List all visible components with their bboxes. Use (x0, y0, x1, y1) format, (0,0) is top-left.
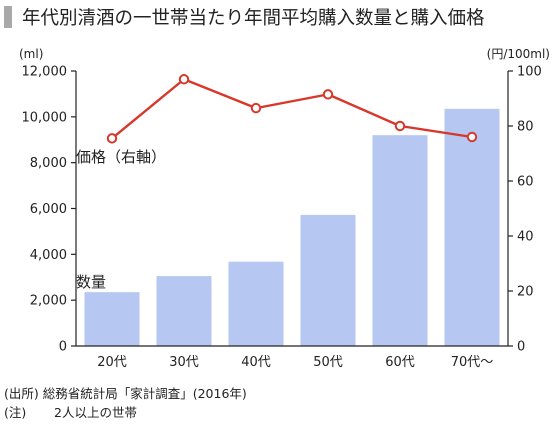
quantity-series-label: 数量 (76, 273, 106, 291)
source-note: (出所) 総務省統計局「家計調査」(2016年) (4, 386, 247, 401)
left-tick-label: 4,000 (30, 248, 67, 263)
x-tick-label: 30代 (169, 355, 199, 370)
bar-3 (300, 214, 356, 346)
price-point-3 (322, 89, 334, 100)
left-tick-label: 0 (59, 340, 67, 355)
left-tick-label: 6,000 (30, 202, 67, 217)
note-text: 2人以上の世帯 (54, 405, 137, 420)
note-label: (注) (4, 405, 27, 420)
price-series-label: 価格（右軸） (76, 148, 166, 166)
bar-1 (156, 276, 212, 346)
bar-5 (444, 108, 500, 346)
left-tick-label: 10,000 (22, 110, 68, 125)
left-tick-label: 12,000 (22, 65, 68, 80)
price-point-2 (250, 102, 262, 114)
x-tick-label: 20代 (97, 355, 127, 370)
right-tick-label: 40 (517, 230, 534, 245)
left-tick-label: 8,000 (30, 156, 67, 171)
right-tick-label: 0 (517, 340, 525, 355)
note-line: (注) 2人以上の世帯 (4, 403, 247, 422)
x-tick-label: 70代〜 (451, 355, 494, 370)
price-point-5 (466, 131, 478, 143)
right-axis-unit: (円/100ml) (487, 47, 550, 61)
bar-4 (372, 135, 428, 346)
x-tick-label: 40代 (241, 355, 271, 370)
price-line (111, 78, 473, 140)
right-tick-label: 60 (517, 175, 534, 190)
left-tick-label: 2,000 (30, 294, 67, 309)
price-point-1 (178, 74, 190, 85)
right-tick-label: 80 (517, 120, 534, 135)
bar-0 (84, 292, 140, 346)
x-tick-label: 60代 (385, 355, 415, 370)
title-row: 年代別清酒の一世帯当たり年間平均購入数量と購入価格 (4, 4, 485, 30)
price-point-4 (394, 120, 406, 132)
bar-2 (228, 261, 284, 346)
chart-title: 年代別清酒の一世帯当たり年間平均購入数量と購入価格 (22, 8, 485, 29)
price-point-0 (106, 133, 118, 144)
left-axis-unit: (ml) (19, 47, 43, 61)
right-tick-label: 20 (517, 285, 534, 300)
right-tick-label: 100 (517, 65, 542, 80)
title-marker (4, 6, 12, 28)
x-tick-label: 50代 (313, 355, 343, 370)
chart-footer: (出所) 総務省統計局「家計調査」(2016年) (注) 2人以上の世帯 (4, 384, 247, 422)
